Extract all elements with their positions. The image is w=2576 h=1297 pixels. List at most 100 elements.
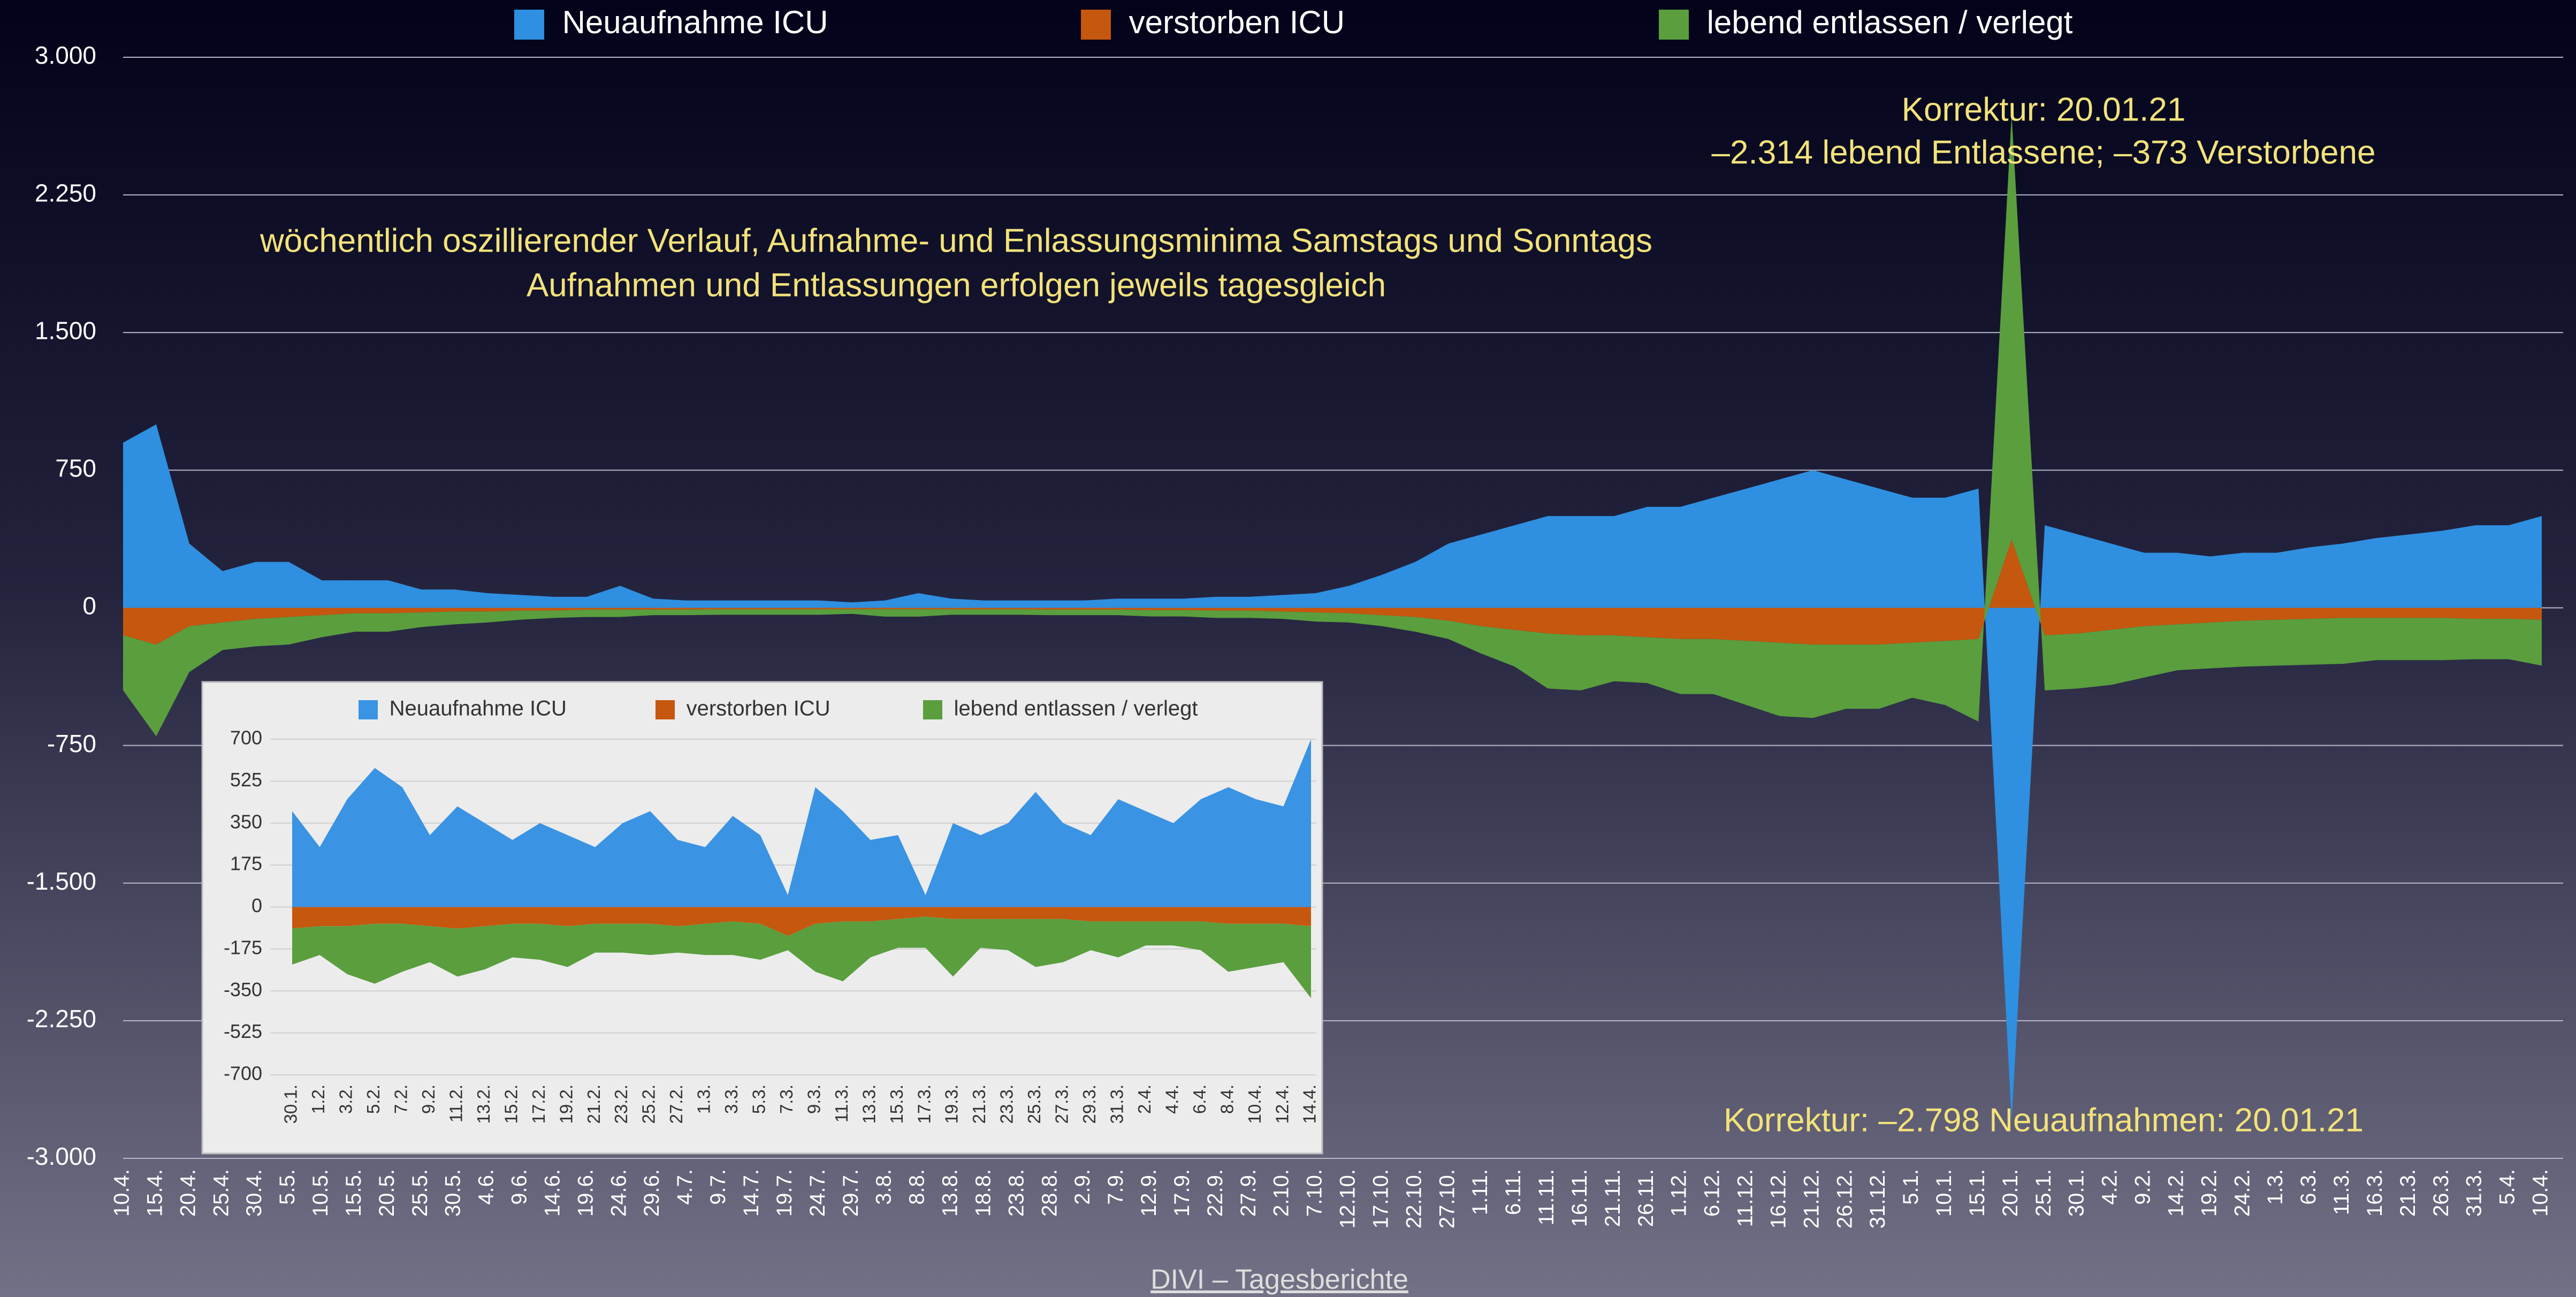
x-tick-label: 24.6.: [607, 1169, 630, 1217]
x-tick-label: 25.2.: [639, 1084, 659, 1124]
x-tick-label: 5.2.: [363, 1084, 383, 1114]
legend-swatch: [359, 700, 378, 719]
x-tick-label: 14.2.: [2164, 1169, 2188, 1217]
x-tick-label: 1.11.: [1468, 1169, 1492, 1215]
y-tick-label: 700: [230, 727, 262, 749]
x-tick-label: 25.1.: [2032, 1169, 2055, 1217]
x-tick-label: 31.3.: [1107, 1084, 1127, 1124]
x-tick-label: 27.2.: [666, 1084, 686, 1124]
x-tick-label: 21.3.: [969, 1084, 989, 1124]
x-tick-label: 20.1.: [1999, 1169, 2022, 1217]
y-tick-label: -3.000: [27, 1142, 96, 1170]
x-tick-label: 5.4.: [2496, 1169, 2519, 1205]
x-tick-label: 31.12.: [1866, 1169, 1889, 1228]
x-tick-label: 16.3.: [2363, 1169, 2387, 1217]
x-tick-label: 4.6.: [475, 1169, 498, 1205]
legend-swatch: [1659, 10, 1689, 40]
y-tick-label: -700: [224, 1063, 262, 1084]
x-tick-label: 16.12.: [1766, 1169, 1790, 1228]
legend-swatch: [514, 10, 544, 40]
x-tick-label: 26.12.: [1833, 1169, 1856, 1228]
x-tick-label: 1.3.: [694, 1084, 714, 1114]
y-tick-label: -1.500: [27, 867, 96, 895]
x-tick-label: 27.9.: [1237, 1169, 1260, 1217]
y-tick-label: 0: [251, 894, 262, 916]
x-tick-label: 21.12.: [1800, 1169, 1823, 1228]
x-tick-label: 30.4.: [242, 1169, 266, 1217]
x-tick-label: 7.10.: [1303, 1169, 1327, 1217]
y-tick-label: 2.250: [35, 179, 96, 207]
x-tick-label: 15.2.: [501, 1084, 521, 1124]
x-tick-label: 7.3.: [776, 1084, 796, 1114]
x-tick-label: 4.7.: [673, 1169, 697, 1205]
y-tick-label: 3.000: [35, 41, 96, 69]
x-tick-label: 1.3.: [2263, 1169, 2287, 1205]
legend-swatch: [923, 700, 942, 719]
x-tick-label: 2.10.: [1270, 1169, 1293, 1217]
x-tick-label: 30.1.: [2065, 1169, 2089, 1217]
y-tick-label: 350: [230, 810, 262, 832]
x-tick-label: 29.7.: [839, 1169, 863, 1217]
x-tick-label: 9.6.: [508, 1169, 531, 1205]
y-tick-label: -750: [47, 730, 96, 757]
x-tick-label: 30.5.: [441, 1169, 465, 1217]
x-tick-label: 1.12.: [1667, 1169, 1691, 1217]
x-tick-label: 11.3.: [2330, 1169, 2353, 1215]
y-tick-label: 1.500: [35, 316, 96, 344]
y-tick-label: 525: [230, 769, 262, 791]
x-tick-label: 10.4.: [1245, 1084, 1264, 1124]
x-tick-label: 14.4.: [1300, 1084, 1320, 1124]
x-tick-label: 7.2.: [391, 1084, 411, 1114]
x-tick-label: 23.2.: [611, 1084, 631, 1124]
x-tick-label: 11.2.: [446, 1084, 466, 1122]
legend-swatch: [656, 700, 675, 719]
x-tick-label: 30.1.: [281, 1084, 301, 1124]
y-tick-label: 0: [82, 592, 96, 620]
x-tick-label: 7.9.: [1104, 1169, 1127, 1205]
x-tick-label: 10.4.: [2529, 1169, 2552, 1217]
y-tick-label: 750: [55, 454, 96, 482]
x-tick-label: 22.10.: [1402, 1169, 1426, 1228]
annotation: wöchentlich oszillierender Verlauf, Aufn…: [260, 222, 1652, 259]
x-tick-label: 14.6.: [540, 1169, 564, 1217]
y-tick-label: 175: [230, 853, 262, 875]
x-tick-label: 21.11.: [1601, 1169, 1625, 1227]
x-tick-label: 16.11.: [1568, 1169, 1591, 1227]
x-tick-label: 6.11.: [1502, 1169, 1525, 1215]
x-tick-label: 2.9.: [1071, 1169, 1094, 1205]
annotation: Korrektur: 20.01.21: [1902, 91, 2186, 128]
x-tick-label: 29.3.: [1079, 1084, 1099, 1124]
x-tick-label: 9.3.: [804, 1084, 824, 1114]
x-tick-label: 11.12.: [1734, 1169, 1757, 1227]
x-tick-label: 24.7.: [806, 1169, 829, 1217]
y-tick-label: -350: [224, 979, 262, 1000]
x-tick-label: 8.8.: [905, 1169, 929, 1205]
x-tick-label: 23.3.: [997, 1084, 1017, 1124]
x-tick-label: 3.3.: [721, 1084, 741, 1114]
x-tick-label: 25.5.: [408, 1169, 432, 1217]
x-tick-label: 14.7.: [740, 1169, 763, 1217]
inset-chart: 700 525 350 175 0 -175 -350 -525 -700 Neuaufnahme…: [201, 681, 1323, 1155]
y-tick-label: -175: [224, 936, 262, 958]
x-tick-label: 13.8.: [939, 1169, 962, 1217]
x-tick-label: 24.2.: [2230, 1169, 2254, 1217]
x-tick-label: 21.3.: [2396, 1169, 2420, 1217]
x-tick-label: 10.4.: [110, 1169, 134, 1217]
x-tick-label: 15.3.: [887, 1084, 906, 1124]
x-tick-label: 11.11.: [1535, 1169, 1558, 1225]
source-note: DIVI – Tagesberichte: [1150, 1264, 1408, 1295]
x-tick-label: 27.10.: [1435, 1169, 1459, 1228]
x-tick-label: 25.4.: [209, 1169, 233, 1217]
x-tick-label: 22.9.: [1203, 1169, 1227, 1217]
legend-label: lebend entlassen / verlegt: [954, 697, 1198, 720]
x-tick-label: 23.8.: [1004, 1169, 1028, 1217]
legend-label: verstorben ICU: [1129, 4, 1345, 40]
x-tick-label: 25.3.: [1024, 1084, 1044, 1124]
x-tick-label: 3.2.: [336, 1084, 356, 1114]
x-tick-label: 19.3.: [942, 1084, 962, 1124]
x-tick-label: 15.4.: [143, 1169, 166, 1217]
x-tick-label: 6.3.: [2297, 1169, 2320, 1205]
x-tick-label: 20.5.: [375, 1169, 399, 1217]
x-tick-label: 3.8.: [872, 1169, 896, 1205]
